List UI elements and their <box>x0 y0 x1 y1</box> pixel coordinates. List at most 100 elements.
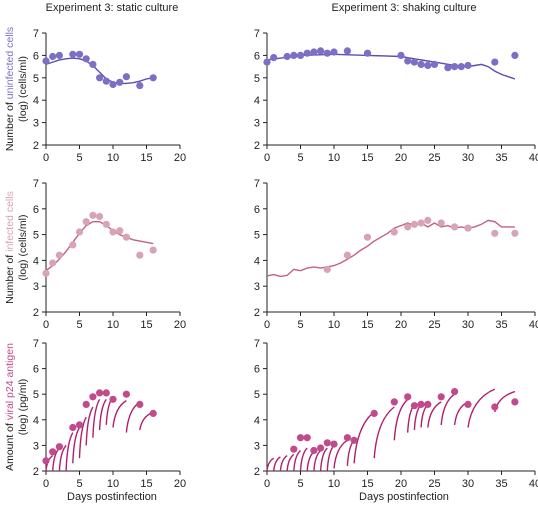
row-label-line2: (log) (cells/ml) <box>17 215 29 281</box>
data-point <box>310 48 318 56</box>
data-point <box>417 60 425 68</box>
row-label-prefix: Number of <box>4 99 16 151</box>
data-point <box>82 55 90 63</box>
data-point <box>410 58 418 66</box>
data-point <box>49 448 57 456</box>
x-tick-label: 5 <box>76 152 82 164</box>
fit-segment <box>319 447 328 472</box>
y-tick-label: 3 <box>254 118 260 130</box>
fit-segment <box>440 393 456 425</box>
chart-uninfected-static: 2 3 4 5 6 7 0 5 10 15 20 <box>33 28 186 164</box>
y-tick-label: 3 <box>254 281 260 293</box>
y-tick-label: 6 <box>254 204 260 216</box>
y-tick-label: 3 <box>33 440 39 452</box>
data-point <box>430 60 439 68</box>
data-point <box>263 58 271 66</box>
x-tick-label: 0 <box>43 319 49 331</box>
data-point <box>102 77 110 85</box>
x-tick-label: 0 <box>264 478 270 490</box>
x-tick-label: 15 <box>361 152 373 164</box>
fit-segment <box>65 432 74 472</box>
x-axis-label-left: Days postinfection <box>67 491 157 503</box>
data-point <box>136 400 144 408</box>
y-tick-label: 3 <box>254 440 260 452</box>
data-point <box>370 409 378 417</box>
data-point <box>491 403 499 411</box>
fit-segment <box>58 444 67 472</box>
x-tick-label: 0 <box>43 478 49 490</box>
row-label-highlight: uninfected cells <box>4 27 16 99</box>
y-tick-label: 7 <box>254 178 260 190</box>
y-tick-label: 4 <box>33 255 39 267</box>
x-tick-label: 30 <box>462 478 474 490</box>
y-tick-label: 5 <box>254 230 260 242</box>
row-label-line2: (log) (cells/ml) <box>17 56 29 122</box>
data-point <box>437 393 445 401</box>
y-tick-label: 6 <box>33 364 39 376</box>
data-point <box>343 251 351 259</box>
y-tick-label: 5 <box>254 389 260 401</box>
data-point <box>122 73 130 81</box>
data-point <box>491 58 499 66</box>
data-point <box>390 398 398 406</box>
fit-segment <box>98 398 107 431</box>
y-tick-label: 5 <box>33 230 39 242</box>
data-point <box>149 409 157 417</box>
data-point <box>49 259 57 267</box>
fit-segment <box>279 455 288 472</box>
data-point <box>149 74 157 82</box>
data-point <box>102 220 110 228</box>
x-axis-label-right: Days postinfection <box>359 491 449 503</box>
y-tick-label: 3 <box>33 118 39 130</box>
fit-line <box>266 219 515 278</box>
x-tick-label: 40 <box>529 152 538 164</box>
y-tick-label: 7 <box>254 338 260 350</box>
data-point <box>303 434 311 442</box>
data-point <box>410 402 418 410</box>
data-point <box>404 57 412 65</box>
data-point <box>323 439 331 447</box>
data-point <box>417 400 425 408</box>
chart-infected-static: 2 3 4 5 6 7 0 5 10 15 20 <box>33 178 186 331</box>
data-point <box>69 241 77 249</box>
x-tick-label: 0 <box>264 319 270 331</box>
chart-panels: Number of uninfected cells (log) (cells/m… <box>4 27 538 490</box>
fit-segment <box>326 444 335 472</box>
data-point <box>511 51 519 60</box>
chart-uninfected-shaking: 2 3 4 5 6 7 0 5 10 15 20 25 30 35 40 <box>254 28 538 164</box>
fit-segment <box>78 416 87 459</box>
fit-segment <box>266 457 275 472</box>
data-point <box>75 50 84 58</box>
y-tick-label: 5 <box>33 73 39 85</box>
fit-segment <box>353 411 375 464</box>
data-point <box>491 229 499 237</box>
fit-segment <box>72 427 81 464</box>
x-tick-label: 10 <box>107 319 119 331</box>
y-tick-label: 7 <box>33 28 39 40</box>
data-point <box>317 444 325 452</box>
data-point <box>42 269 50 277</box>
fit-segment <box>467 388 496 428</box>
data-point <box>511 398 519 406</box>
y-tick-label: 2 <box>254 140 260 152</box>
data-point <box>303 49 311 57</box>
x-tick-label: 35 <box>495 478 507 490</box>
data-point <box>55 251 64 259</box>
data-point <box>42 57 50 65</box>
data-point <box>122 390 130 398</box>
x-tick-label: 10 <box>328 478 340 490</box>
y-tick-label: 4 <box>254 415 260 427</box>
x-tick-label: 10 <box>328 319 340 331</box>
data-point <box>424 61 432 70</box>
x-tick-label: 25 <box>428 152 440 164</box>
data-point <box>464 400 472 408</box>
x-tick-label: 10 <box>328 152 340 164</box>
fit-line <box>266 53 516 80</box>
x-tick-label: 20 <box>395 152 407 164</box>
fit-segment <box>420 403 429 428</box>
row-label-infected: Number of infected cells (log) (cells/ml) <box>4 191 29 304</box>
y-tick-label: 2 <box>33 140 39 152</box>
x-tick-label: 5 <box>76 319 82 331</box>
y-tick-label: 7 <box>254 28 260 40</box>
data-point <box>109 80 117 89</box>
